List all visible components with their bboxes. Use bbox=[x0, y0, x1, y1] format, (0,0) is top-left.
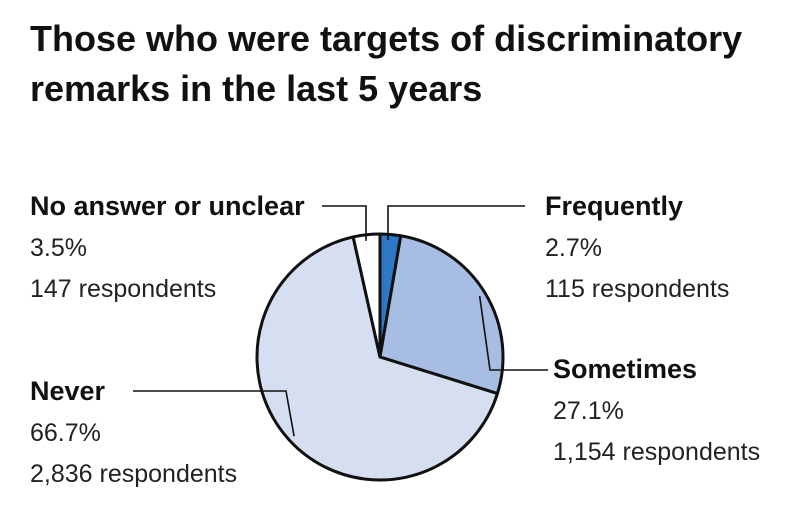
leader-line-no-answer-or-unclear bbox=[322, 205, 367, 241]
chart-title-line-2: remarks in the last 5 years bbox=[30, 68, 483, 109]
slice-label-name-no-answer-or-unclear: No answer or unclear bbox=[30, 191, 305, 221]
pie-slices bbox=[255, 232, 505, 482]
slice-label-percent-sometimes: 27.1% bbox=[553, 397, 624, 425]
pie-slice-never bbox=[255, 235, 499, 482]
leader-line-frequently bbox=[387, 205, 525, 240]
leader-line-sometimes bbox=[478, 295, 548, 371]
pie-slice-sometimes bbox=[378, 234, 505, 396]
leader-line-never bbox=[133, 390, 295, 437]
leader-lines bbox=[133, 205, 548, 437]
slice-label-name-sometimes: Sometimes bbox=[553, 354, 697, 384]
slice-label-name-never: Never bbox=[30, 376, 106, 406]
slice-label-count-never: 2,836 respondents bbox=[30, 460, 237, 488]
slice-labels: Frequently 2.7% 115 respondents Sometimes 27… bbox=[30, 191, 760, 488]
slice-label-percent-frequently: 2.7% bbox=[545, 234, 602, 262]
slice-label-percent-no-answer-or-unclear: 3.5% bbox=[30, 234, 87, 262]
slice-label-count-frequently: 115 respondents bbox=[545, 275, 729, 303]
slice-label-count-sometimes: 1,154 respondents bbox=[553, 438, 760, 466]
slice-label-count-no-answer-or-unclear: 147 respondents bbox=[30, 275, 216, 303]
slice-label-name-frequently: Frequently bbox=[545, 191, 683, 221]
chart-title: Those who were targets of discriminatory… bbox=[30, 14, 790, 114]
slice-label-percent-never: 66.7% bbox=[30, 419, 101, 447]
chart-title-line-1: Those who were targets of discriminatory bbox=[30, 18, 743, 59]
